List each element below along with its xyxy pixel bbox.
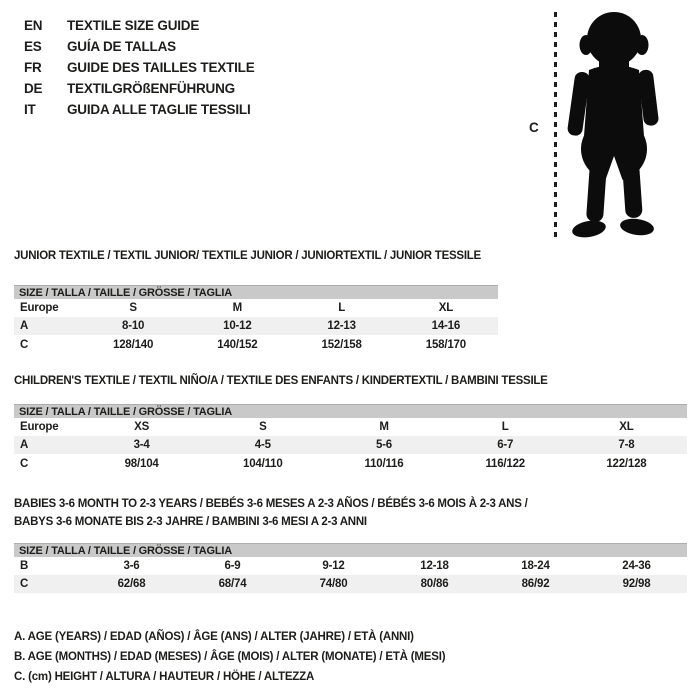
children-section-heading: CHILDREN'S TEXTILE / TEXTIL NIÑO/A / TEX… bbox=[14, 375, 548, 387]
language-row-en: EN TEXTILE SIZE GUIDE bbox=[24, 15, 255, 36]
table-cell: 98/104 bbox=[124, 457, 159, 470]
language-code: IT bbox=[24, 102, 36, 117]
table-cell: L bbox=[338, 302, 346, 314]
language-row-es: ES GUÍA DE TALLAS bbox=[24, 36, 255, 57]
table-cell: 128/140 bbox=[113, 338, 154, 351]
babies-size-table: SIZE / TALLA / TAILLE / GRÖSSE / TAGLIA … bbox=[14, 543, 687, 593]
table-cell: 9-12 bbox=[322, 560, 345, 572]
height-measure-label: C bbox=[529, 120, 539, 135]
table-cell: S bbox=[259, 421, 267, 433]
table-cell: 86/92 bbox=[521, 578, 550, 590]
language-code: EN bbox=[24, 18, 43, 33]
language-row-fr: FR GUIDE DES TAILLES TEXTILE bbox=[24, 57, 255, 78]
table-cell: 5-6 bbox=[375, 439, 393, 451]
language-title: GUIDA ALLE TAGLIE TESSILI bbox=[67, 102, 251, 117]
language-title: GUÍA DE TALLAS bbox=[67, 39, 176, 54]
language-code: ES bbox=[24, 39, 42, 54]
size-table-header: SIZE / TALLA / TAILLE / GRÖSSE / TAGLIA bbox=[14, 285, 498, 299]
babies-heading-line1: BABIES 3-6 MONTH TO 2-3 YEARS / BEBÉS 3-… bbox=[14, 498, 528, 510]
language-row-de: DE TEXTILGRÖßENFÜHRUNG bbox=[24, 78, 255, 99]
table-cell: 6-9 bbox=[224, 560, 241, 572]
row-label: B bbox=[20, 560, 29, 572]
table-cell: 122/128 bbox=[606, 457, 647, 470]
table-cell: 74/80 bbox=[319, 578, 348, 590]
row-label: A bbox=[20, 439, 29, 451]
table-cell: 158/170 bbox=[425, 338, 466, 351]
table-cell: 12-13 bbox=[327, 320, 356, 332]
table-cell: 4-5 bbox=[254, 439, 271, 451]
language-code: DE bbox=[24, 81, 43, 96]
row-label: Europe bbox=[20, 421, 59, 433]
table-cell: 116/122 bbox=[485, 457, 525, 470]
table-cell: 3-4 bbox=[133, 439, 150, 451]
junior-section-heading: JUNIOR TEXTILE / TEXTIL JUNIOR/ TEXTILE … bbox=[14, 250, 481, 262]
row-label: C bbox=[20, 457, 29, 470]
table-row-europe: Europe S M L XL bbox=[14, 299, 498, 317]
babies-heading-line2: BABYS 3-6 MONATE BIS 2-3 JAHRE / BAMBINI… bbox=[14, 515, 367, 528]
language-code: FR bbox=[24, 60, 42, 75]
table-row-height: C 62/68 68/74 74/80 80/86 86/92 92/98 bbox=[14, 575, 687, 593]
table-cell: 6-7 bbox=[497, 439, 514, 451]
table-cell: XL bbox=[619, 421, 634, 433]
row-label: C bbox=[20, 338, 29, 351]
table-cell: 152/158 bbox=[321, 338, 362, 351]
language-row-it: IT GUIDA ALLE TAGLIE TESSILI bbox=[24, 99, 255, 120]
legend-line-c: C. (cm) HEIGHT / ALTURA / HAUTEUR / HÖHE… bbox=[14, 671, 315, 683]
size-figure: C bbox=[523, 4, 697, 246]
table-cell: 80/86 bbox=[420, 578, 449, 590]
size-table-header: SIZE / TALLA / TAILLE / GRÖSSE / TAGLIA bbox=[14, 404, 687, 418]
table-row-months: B 3-6 6-9 9-12 12-18 18-24 24-36 bbox=[14, 557, 687, 575]
table-cell: 62/68 bbox=[117, 578, 146, 590]
table-cell: 110/116 bbox=[364, 457, 404, 470]
table-cell: 24-36 bbox=[622, 560, 651, 572]
table-cell: M bbox=[232, 302, 243, 314]
junior-size-table: SIZE / TALLA / TAILLE / GRÖSSE / TAGLIA … bbox=[14, 285, 498, 354]
table-row-age: A 8-10 10-12 12-13 14-16 bbox=[14, 317, 498, 335]
size-table-header: SIZE / TALLA / TAILLE / GRÖSSE / TAGLIA bbox=[14, 543, 687, 557]
row-label: A bbox=[20, 320, 29, 332]
table-cell: 140/152 bbox=[217, 338, 258, 351]
language-list: EN TEXTILE SIZE GUIDE ES GUÍA DE TALLAS … bbox=[24, 15, 255, 120]
table-cell: XL bbox=[438, 302, 454, 314]
table-cell: XS bbox=[134, 421, 150, 433]
table-row-age: A 3-4 4-5 5-6 6-7 7-8 bbox=[14, 436, 687, 454]
language-title: TEXTILGRÖßENFÜHRUNG bbox=[67, 81, 235, 96]
babies-section-heading: BABIES 3-6 MONTH TO 2-3 YEARS / BEBÉS 3-… bbox=[14, 496, 528, 531]
measure-legend: A. AGE (YEARS) / EDAD (AÑOS) / ÂGE (ANS)… bbox=[14, 627, 446, 687]
table-cell: 12-18 bbox=[420, 560, 449, 572]
height-measure-dashed-line bbox=[554, 12, 557, 242]
table-cell: 10-12 bbox=[223, 320, 252, 332]
row-label: C bbox=[20, 578, 29, 590]
legend-line-b: B. AGE (MONTHS) / EDAD (MESES) / ÂGE (MO… bbox=[14, 651, 446, 663]
table-cell: 7-8 bbox=[618, 439, 635, 451]
toddler-silhouette-icon bbox=[567, 12, 659, 238]
table-cell: 68/74 bbox=[218, 578, 247, 590]
table-row-height: C 128/140 140/152 152/158 158/170 bbox=[14, 335, 498, 354]
table-cell: 8-10 bbox=[122, 320, 145, 332]
language-title: TEXTILE SIZE GUIDE bbox=[67, 18, 200, 33]
table-cell: 18-24 bbox=[521, 560, 550, 572]
children-size-table: SIZE / TALLA / TAILLE / GRÖSSE / TAGLIA … bbox=[14, 404, 687, 473]
table-cell: 14-16 bbox=[431, 320, 461, 332]
table-cell: L bbox=[501, 421, 509, 433]
table-cell: M bbox=[379, 421, 389, 433]
legend-line-a: A. AGE (YEARS) / EDAD (AÑOS) / ÂGE (ANS)… bbox=[14, 631, 414, 643]
table-cell: 104/110 bbox=[243, 457, 283, 470]
table-cell: 3-6 bbox=[123, 560, 140, 572]
table-cell: S bbox=[129, 302, 137, 314]
table-cell: 92/98 bbox=[622, 578, 651, 590]
language-title: GUIDE DES TAILLES TEXTILE bbox=[67, 60, 255, 75]
table-row-height: C 98/104 104/110 110/116 116/122 122/128 bbox=[14, 454, 687, 473]
table-row-europe: Europe XS S M L XL bbox=[14, 418, 687, 436]
row-label: Europe bbox=[20, 302, 59, 314]
